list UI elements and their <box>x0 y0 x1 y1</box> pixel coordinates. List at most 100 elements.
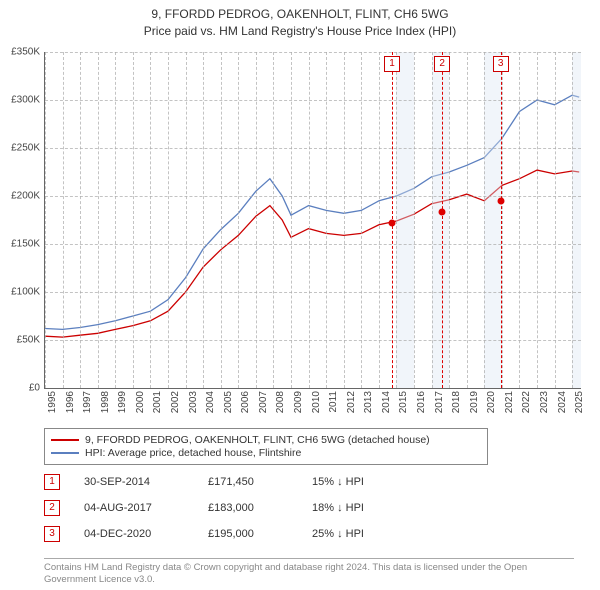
title-line-2: Price paid vs. HM Land Registry's House … <box>0 23 600 40</box>
x-tick-label: 2019 <box>469 391 480 421</box>
x-tick-label: 2005 <box>223 391 234 421</box>
gridline-v <box>238 52 239 388</box>
sale-row-price: £195,000 <box>208 528 288 540</box>
x-tick-label: 2003 <box>188 391 199 421</box>
x-tick-label: 1995 <box>47 391 58 421</box>
x-tick-label: 2009 <box>293 391 304 421</box>
x-tick-label: 2024 <box>557 391 568 421</box>
legend-label: 9, FFORDD PEDROG, OAKENHOLT, FLINT, CH6 … <box>85 434 430 446</box>
x-tick-label: 2025 <box>574 391 585 421</box>
sale-marker-line <box>442 52 443 388</box>
sale-row-price: £183,000 <box>208 502 288 514</box>
gridline-v <box>379 52 380 388</box>
x-tick-label: 2014 <box>381 391 392 421</box>
sale-row-badge: 1 <box>44 474 60 490</box>
sale-point <box>439 209 446 216</box>
x-tick-label: 1999 <box>117 391 128 421</box>
gridline-v <box>449 52 450 388</box>
y-tick-label: £300K <box>4 95 40 106</box>
sale-row-diff: 18% ↓ HPI <box>312 502 364 514</box>
gridline-v <box>291 52 292 388</box>
chart-band <box>432 52 450 388</box>
gridline-v <box>168 52 169 388</box>
gridline-v <box>432 52 433 388</box>
y-tick-label: £100K <box>4 287 40 298</box>
legend: 9, FFORDD PEDROG, OAKENHOLT, FLINT, CH6 … <box>44 428 488 465</box>
x-tick-label: 2008 <box>275 391 286 421</box>
sale-row-diff: 15% ↓ HPI <box>312 476 364 488</box>
gridline-v <box>273 52 274 388</box>
legend-swatch <box>51 439 79 441</box>
x-tick-label: 2018 <box>451 391 462 421</box>
gridline-v <box>537 52 538 388</box>
x-tick-label: 2011 <box>328 391 339 421</box>
x-tick-label: 2016 <box>416 391 427 421</box>
y-tick-label: £200K <box>4 191 40 202</box>
gridline-v <box>256 52 257 388</box>
x-tick-label: 2004 <box>205 391 216 421</box>
x-tick-label: 2015 <box>398 391 409 421</box>
y-tick-label: £0 <box>4 383 40 394</box>
sale-point <box>497 197 504 204</box>
legend-label: HPI: Average price, detached house, Flin… <box>85 447 301 459</box>
chart-title: 9, FFORDD PEDROG, OAKENHOLT, FLINT, CH6 … <box>0 0 600 40</box>
x-tick-label: 2006 <box>240 391 251 421</box>
x-tick-label: 2010 <box>311 391 322 421</box>
chart-band <box>572 52 581 388</box>
y-tick-label: £150K <box>4 239 40 250</box>
x-tick-label: 2013 <box>363 391 374 421</box>
gridline-v <box>98 52 99 388</box>
gridline-v <box>361 52 362 388</box>
sale-row-diff: 25% ↓ HPI <box>312 528 364 540</box>
sale-row-date: 04-AUG-2017 <box>84 502 184 514</box>
sale-marker-badge: 2 <box>434 56 450 72</box>
sale-row-badge: 3 <box>44 526 60 542</box>
chart-band <box>396 52 414 388</box>
x-tick-label: 2007 <box>258 391 269 421</box>
gridline-v <box>150 52 151 388</box>
gridline-v <box>309 52 310 388</box>
sale-row-price: £171,450 <box>208 476 288 488</box>
gridline-v <box>396 52 397 388</box>
x-tick-label: 1996 <box>65 391 76 421</box>
gridline-v <box>344 52 345 388</box>
x-tick-label: 2022 <box>521 391 532 421</box>
title-line-1: 9, FFORDD PEDROG, OAKENHOLT, FLINT, CH6 … <box>0 6 600 23</box>
y-tick-label: £350K <box>4 47 40 58</box>
sale-marker-badge: 3 <box>493 56 509 72</box>
x-tick-label: 2012 <box>346 391 357 421</box>
x-tick-label: 1998 <box>100 391 111 421</box>
gridline-v <box>555 52 556 388</box>
gridline-v <box>519 52 520 388</box>
gridline-v <box>63 52 64 388</box>
x-tick-label: 2000 <box>135 391 146 421</box>
x-tick-label: 2001 <box>152 391 163 421</box>
sale-marker-badge: 1 <box>384 56 400 72</box>
gridline-v <box>133 52 134 388</box>
sale-row: 304-DEC-2020£195,00025% ↓ HPI <box>44 526 544 542</box>
gridline-v <box>572 52 573 388</box>
legend-row: 9, FFORDD PEDROG, OAKENHOLT, FLINT, CH6 … <box>51 434 481 446</box>
legend-swatch <box>51 452 79 454</box>
x-tick-label: 1997 <box>82 391 93 421</box>
gridline-v <box>203 52 204 388</box>
sale-marker-line <box>501 52 502 388</box>
gridline-v <box>115 52 116 388</box>
x-tick-label: 2002 <box>170 391 181 421</box>
x-tick-label: 2017 <box>434 391 445 421</box>
gridline-v <box>80 52 81 388</box>
attribution-text: Contains HM Land Registry data © Crown c… <box>44 558 574 587</box>
x-tick-label: 2020 <box>486 391 497 421</box>
y-tick-label: £50K <box>4 335 40 346</box>
gridline-v <box>186 52 187 388</box>
sale-point <box>389 220 396 227</box>
sale-row-badge: 2 <box>44 500 60 516</box>
legend-row: HPI: Average price, detached house, Flin… <box>51 447 481 459</box>
chart-band <box>484 52 502 388</box>
gridline-v <box>45 52 46 388</box>
gridline-v <box>467 52 468 388</box>
chart-plot-area <box>44 52 581 389</box>
sale-row: 2 04-AUG-2017 £183,000 18% ↓ HPI <box>44 500 544 516</box>
x-tick-label: 2023 <box>539 391 550 421</box>
sale-row: 130-SEP-2014£171,45015% ↓ HPI <box>44 474 544 490</box>
